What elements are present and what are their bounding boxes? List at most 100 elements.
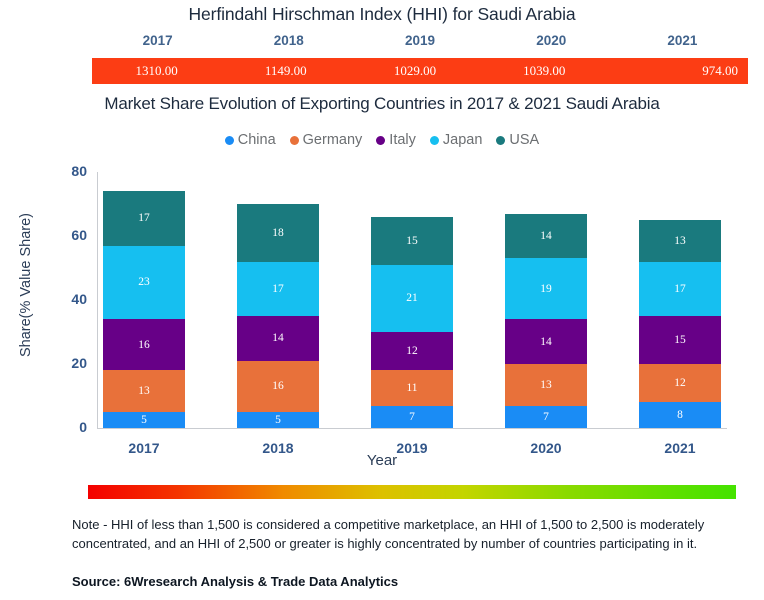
legend-label: China [237, 132, 276, 148]
source-text: Source: 6Wresearch Analysis & Trade Data… [72, 574, 399, 589]
bar-segment-italy[interactable]: 14 [505, 319, 587, 365]
bar-segment-value: 15 [674, 334, 686, 347]
bar-group-2019[interactable]: 15 21 12 11 7 [371, 216, 453, 428]
bar-segment-china[interactable]: 7 [371, 405, 453, 428]
bar-segment-japan[interactable]: 21 [371, 264, 453, 333]
bar-group-2020[interactable]: 14 19 14 13 7 [505, 213, 587, 428]
bar-segment-value: 21 [406, 292, 418, 305]
note-text: Note - HHI of less than 1,500 is conside… [72, 517, 705, 551]
bar-segment-value: 14 [272, 332, 284, 345]
bar-segment-germany[interactable]: 13 [103, 370, 185, 412]
bar-segment-value: 11 [406, 382, 418, 395]
bar-segment-value: 7 [543, 410, 549, 423]
bar-segment-germany[interactable]: 12 [639, 364, 721, 403]
bar-segment-value: 13 [138, 385, 150, 398]
legend-item-germany[interactable]: Germany [289, 132, 363, 148]
legend-label: Italy [389, 132, 416, 148]
x-axis-line [97, 428, 727, 429]
hhi-gradient-scale [88, 485, 736, 499]
bar-segment-china[interactable]: 5 [237, 412, 319, 428]
legend-label: Japan [442, 132, 483, 148]
legend-item-italy[interactable]: Italy [376, 132, 416, 148]
bar-segment-usa[interactable]: 17 [103, 191, 185, 246]
hhi-panel-title: Herfindahl Hirschman Index (HHI) for Sau… [188, 4, 576, 24]
bar-segment-germany[interactable]: 13 [505, 364, 587, 406]
bar-segment-italy[interactable]: 16 [103, 319, 185, 371]
y-tick-label: 20 [71, 355, 87, 371]
legend-swatch-icon [224, 135, 234, 145]
legend-label: USA [509, 132, 540, 148]
legend-label: Germany [302, 132, 363, 148]
bar-segment-italy[interactable]: 12 [371, 332, 453, 371]
bar-segment-value: 5 [141, 414, 147, 426]
bar-segment-value: 15 [406, 234, 418, 247]
y-axis-label: Share(% Value Share) [18, 213, 34, 358]
x-tick-label: 2020 [530, 440, 562, 456]
hhi-year-label: 2017 [142, 33, 173, 48]
bar-segment-germany[interactable]: 11 [371, 370, 453, 406]
bar-segment-germany[interactable]: 16 [237, 360, 319, 412]
legend-item-usa[interactable]: USA [496, 132, 539, 148]
legend-swatch-icon [429, 135, 439, 145]
bar-segment-value: 17 [272, 282, 284, 295]
legend-swatch-icon [496, 135, 506, 145]
bar-segment-value: 7 [409, 410, 415, 423]
hhi-year-label: 2021 [667, 33, 698, 48]
bar-segment-china[interactable]: 8 [639, 402, 721, 428]
bar-segment-china[interactable]: 5 [103, 412, 185, 428]
bar-segment-value: 16 [272, 380, 284, 393]
bar-segment-japan[interactable]: 23 [103, 245, 185, 320]
chart-legend: China Germany Italy Japan USA [0, 132, 764, 148]
bar-segment-value: 14 [540, 230, 552, 243]
hhi-value: 1149.00 [264, 63, 307, 78]
bar-segment-value: 23 [138, 276, 150, 289]
x-tick-label: 2017 [128, 440, 160, 456]
y-tick-label: 40 [71, 291, 87, 307]
bar-segment-japan[interactable]: 17 [237, 261, 319, 317]
bar-segment-usa[interactable]: 13 [639, 220, 721, 262]
hhi-value-bar: 1310.00 1149.00 1029.00 1039.00 974.00 [92, 58, 748, 84]
x-tick-label: 2021 [664, 440, 696, 456]
bar-segment-value: 5 [275, 414, 281, 426]
x-axis-label: Year [366, 452, 398, 469]
bar-segment-usa[interactable]: 15 [371, 216, 453, 265]
hhi-value: 1039.00 [523, 63, 566, 78]
chart-plot-area: Share(% Value Share) 0 20 40 60 80 17 23 16 13 5 2… [0, 155, 764, 460]
hhi-year-header-row: 2017 2018 2019 2020 2021 [92, 33, 748, 55]
legend-swatch-icon [289, 135, 299, 145]
y-tick-label: 0 [79, 419, 87, 435]
bar-segment-value: 17 [138, 212, 150, 225]
bar-segment-china[interactable]: 7 [505, 405, 587, 428]
bar-segment-value: 17 [674, 282, 686, 295]
bar-segment-value: 19 [540, 282, 552, 295]
y-tick-label: 60 [71, 227, 87, 243]
chart-title: Market Share Evolution of Exporting Coun… [104, 94, 660, 113]
bar-segment-usa[interactable]: 18 [237, 204, 319, 262]
bar-group-2018[interactable]: 18 17 14 16 5 [237, 204, 319, 428]
bar-segment-value: 13 [540, 378, 552, 391]
hhi-value: 974.00 [702, 63, 739, 78]
legend-swatch-icon [376, 135, 386, 145]
legend-item-china[interactable]: China [224, 132, 276, 148]
legend-item-japan[interactable]: Japan [429, 132, 483, 148]
hhi-year-label: 2020 [536, 33, 567, 48]
hhi-year-label: 2018 [273, 33, 304, 48]
hhi-year-label: 2019 [404, 33, 436, 48]
y-tick-label: 80 [71, 163, 87, 179]
bar-group-2021[interactable]: 13 17 15 12 8 [639, 220, 721, 428]
bar-segment-japan[interactable]: 19 [505, 258, 587, 320]
bar-segment-japan[interactable]: 17 [639, 261, 721, 317]
x-tick-label: 2018 [262, 440, 294, 456]
hhi-value: 1029.00 [393, 63, 437, 78]
bar-segment-value: 8 [677, 409, 683, 422]
bar-segment-italy[interactable]: 14 [237, 316, 319, 361]
bar-segment-value: 18 [272, 226, 284, 239]
bar-segment-usa[interactable]: 14 [505, 213, 587, 259]
bar-group-2017[interactable]: 17 23 16 13 5 [103, 191, 185, 428]
bar-segment-italy[interactable]: 15 [639, 316, 721, 365]
x-tick-label: 2019 [396, 440, 428, 456]
bar-segment-value: 12 [406, 345, 418, 358]
hhi-value: 1310.00 [135, 63, 178, 78]
bar-segment-value: 14 [540, 335, 552, 348]
bar-segment-value: 13 [674, 234, 686, 247]
